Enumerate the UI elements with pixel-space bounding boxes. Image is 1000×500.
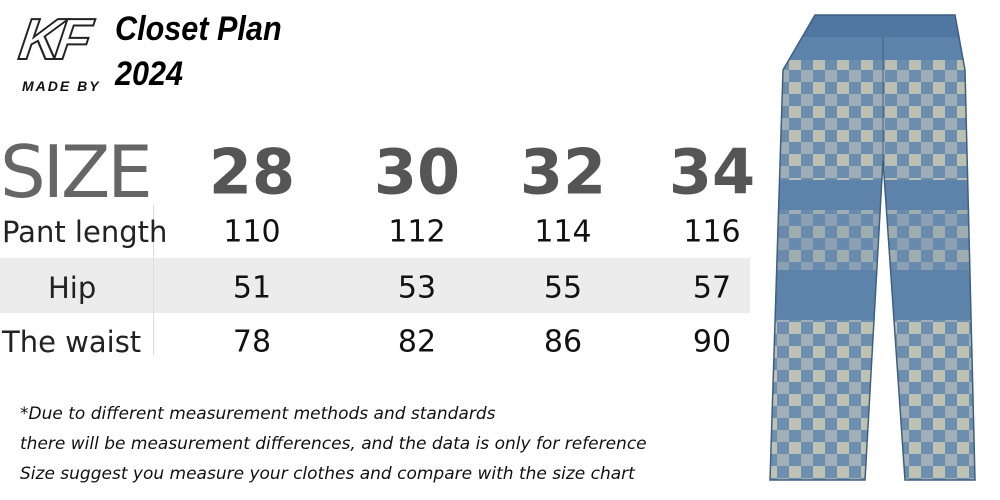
logo-mark: KF [14, 6, 90, 73]
measurement: 78 [232, 324, 272, 360]
measurement: 82 [397, 324, 437, 360]
note-line: Size suggest you measure your clothes an… [20, 464, 635, 484]
row-label: Pant length [2, 215, 168, 249]
measurement: 53 [397, 270, 437, 306]
size-column: 32 [519, 135, 607, 209]
row-band [0, 258, 750, 313]
jeans-image [769, 14, 976, 481]
row-label: Hip [48, 271, 97, 305]
note-line: *Due to different measurement methods an… [20, 404, 496, 424]
measurement: 57 [692, 270, 732, 306]
size-column: 30 [373, 135, 461, 209]
measurement: 112 [388, 214, 446, 250]
title: Closet Plan [115, 10, 282, 48]
measurement: 51 [232, 270, 272, 306]
size-column: 34 [668, 135, 756, 209]
measurement: 110 [223, 214, 281, 250]
row-label: The waist [2, 325, 142, 359]
measurement: 86 [543, 324, 583, 360]
size-column: 28 [208, 135, 296, 209]
measurement: 55 [543, 270, 583, 306]
measurement: 90 [692, 324, 732, 360]
year: 2024 [115, 55, 184, 93]
note-line: there will be measurement differences, a… [20, 434, 647, 454]
measurement: 114 [534, 214, 592, 250]
measurement: 116 [683, 214, 741, 250]
divider [153, 205, 154, 355]
size-heading: SIZE [0, 130, 153, 214]
logo-caption: MADE BY [22, 78, 101, 94]
